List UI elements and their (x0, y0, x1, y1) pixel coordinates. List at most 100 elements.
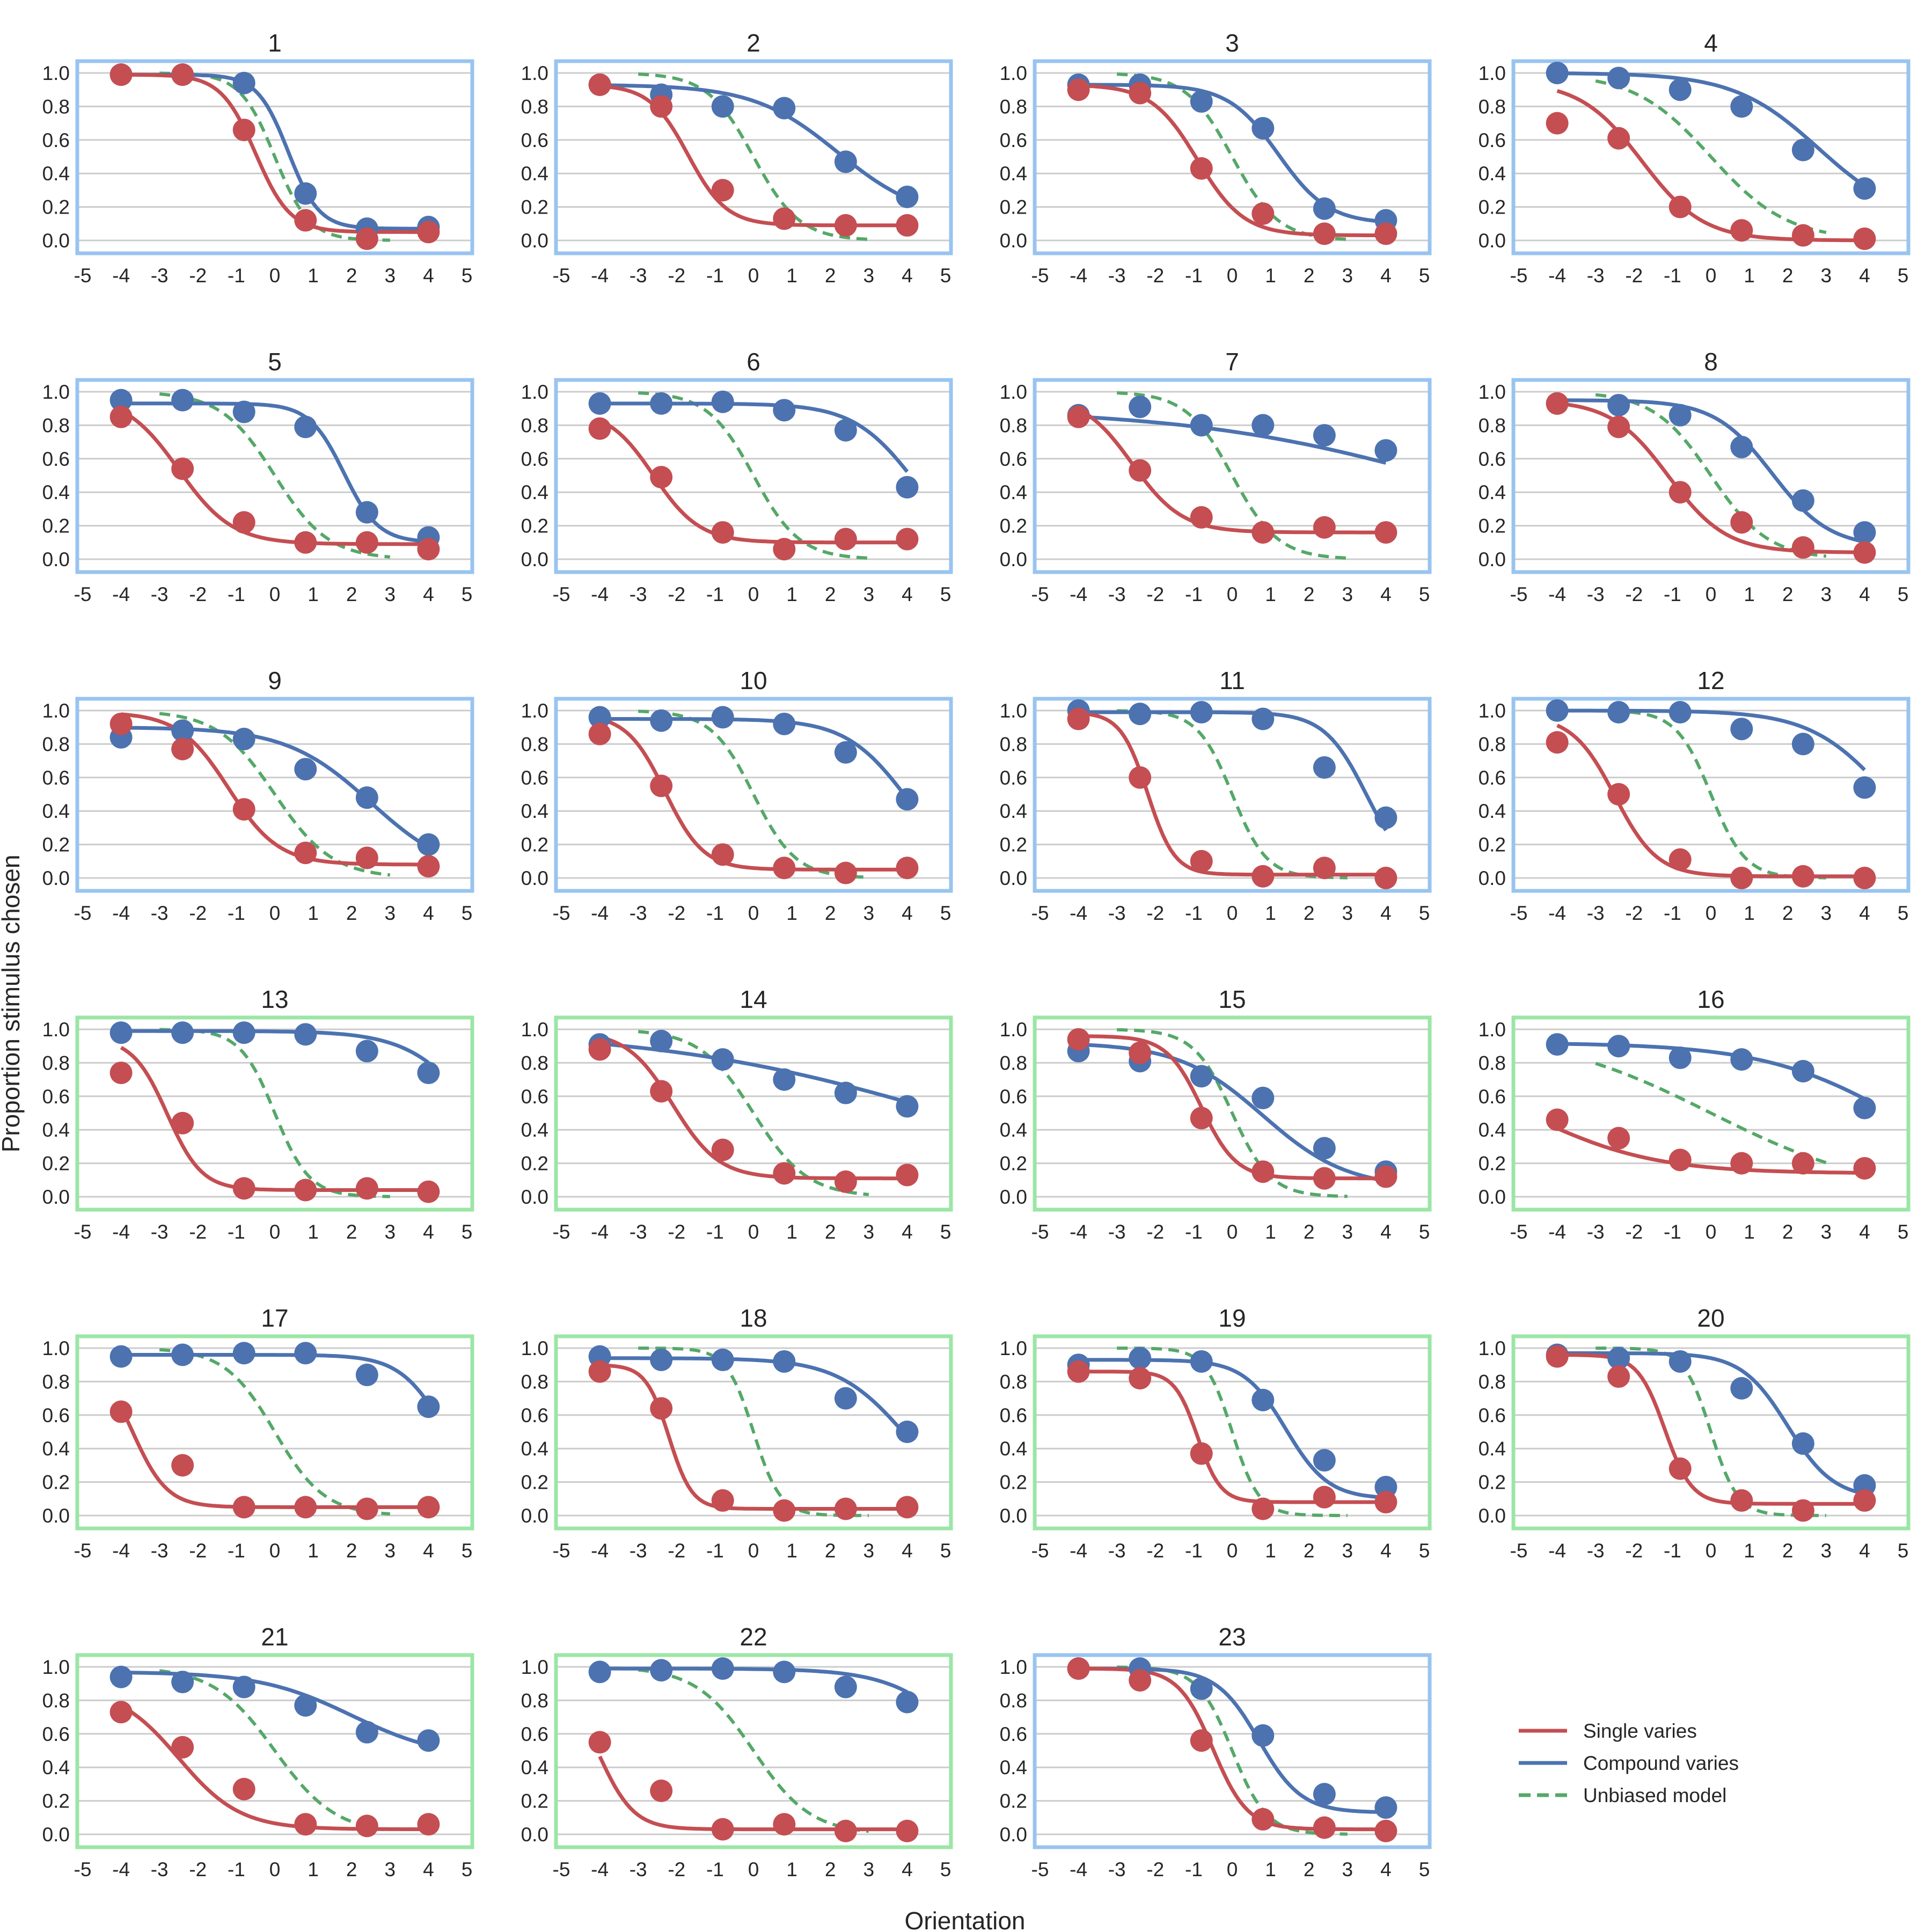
single-varies-fit-line (599, 1035, 908, 1181)
compound-varies-point (1190, 1350, 1213, 1373)
y-tick-label: 1.0 (42, 1019, 70, 1041)
compound-varies-point (1791, 1432, 1814, 1455)
single-varies-point (355, 1177, 378, 1200)
y-tick-label: 1.0 (521, 381, 548, 403)
x-tick-label: -1 (228, 583, 245, 605)
y-tick-label: 0.2 (1000, 1153, 1027, 1175)
single-varies-point (711, 179, 734, 202)
unbiased-model-curve (1117, 1346, 1348, 1517)
x-tick-label: 5 (1898, 902, 1909, 924)
x-tick-label: -5 (553, 1540, 570, 1562)
x-tick-label: 2 (825, 1858, 836, 1880)
x-tick-label: 2 (346, 583, 357, 605)
y-tick-label: 0.4 (521, 163, 548, 185)
compound-varies-point (1668, 1046, 1692, 1070)
compound-varies-point (711, 1048, 734, 1071)
x-tick-label: 1 (1265, 1221, 1276, 1243)
single-varies-point (355, 531, 378, 554)
compound-varies-point (294, 1342, 317, 1365)
x-tick-label: -3 (1108, 902, 1126, 924)
x-tick-label: 5 (1898, 1221, 1909, 1243)
panel-title: 23 (1218, 1623, 1246, 1651)
x-tick-label: 1 (308, 1858, 319, 1880)
compound-varies-fit-line (1557, 1351, 1865, 1496)
x-tick-label: 3 (385, 1858, 396, 1880)
unbiased-model-curve (159, 1348, 390, 1516)
compound-varies-point (773, 1068, 796, 1091)
compound-varies-point (896, 788, 919, 811)
single-varies-point (896, 214, 919, 237)
single-varies-point (896, 1819, 919, 1842)
legend: Single varies Compound varies Unbiased mod… (1519, 1720, 1739, 1806)
compound-varies-point (1791, 733, 1814, 756)
x-tick-label: -5 (1510, 902, 1528, 924)
single-varies-point (1129, 1367, 1152, 1390)
y-tick-label: 1.0 (42, 700, 70, 722)
single-varies-point (588, 73, 611, 96)
y-tick-label: 0.8 (521, 1052, 548, 1074)
panel-frame (1511, 697, 1911, 893)
x-tick-label: -3 (630, 265, 647, 287)
single-varies-point (1374, 867, 1397, 889)
compound-varies-point (711, 1348, 734, 1371)
single-varies-point (834, 861, 857, 884)
single-varies-point (1546, 392, 1569, 415)
compound-varies-point (417, 1395, 440, 1418)
y-tick-label: 0.4 (521, 1119, 548, 1141)
x-tick-label: -4 (1070, 583, 1087, 605)
x-tick-label: 5 (462, 265, 473, 287)
single-varies-point (1607, 1126, 1630, 1150)
unbiased-model-curve (1117, 709, 1348, 880)
y-tick-label: 0.0 (1479, 230, 1506, 252)
legend-label-compound: Compound varies (1583, 1752, 1739, 1774)
compound-varies-fit-line (599, 1356, 909, 1438)
x-tick-label: -2 (1146, 902, 1164, 924)
panel-title: 12 (1697, 667, 1724, 694)
x-tick-label: 5 (940, 902, 952, 924)
single-varies-point (1067, 1360, 1090, 1383)
x-tick-label: -1 (706, 1540, 724, 1562)
y-tick-label: 0.4 (521, 1438, 548, 1460)
x-tick-label: -1 (1664, 902, 1681, 924)
panel-frame (554, 59, 953, 255)
single-varies-fit-line (1556, 1126, 1865, 1175)
compound-varies-point (1668, 701, 1692, 724)
x-tick-label: 5 (1419, 1221, 1430, 1243)
compound-varies-point (773, 1350, 796, 1373)
compound-varies-point (109, 389, 133, 412)
panel-title: 7 (1225, 348, 1239, 376)
single-varies-point (1853, 227, 1876, 250)
single-varies-point (588, 1038, 611, 1061)
y-tick-label: 0.4 (521, 1757, 548, 1779)
single-varies-point (650, 466, 673, 489)
single-varies-point (1853, 541, 1876, 564)
compound-varies-point (109, 1665, 133, 1688)
compound-varies-point (171, 1671, 194, 1694)
panel-3: 3 0.0 0.2 0.4 0.6 0.8 1.0 -5 -4 -3 -2 -1 0 1 2 3 4 5 (1000, 29, 1432, 287)
compound-varies-point (834, 1081, 857, 1104)
compound-varies-point (1853, 1096, 1876, 1119)
single-varies-point (1668, 195, 1692, 218)
y-tick-label: 0.2 (521, 1472, 548, 1494)
x-tick-label: 5 (462, 1221, 473, 1243)
y-axis-label: Proportion stimulus chosen (0, 855, 25, 1153)
x-tick-label: -4 (591, 1540, 609, 1562)
x-tick-label: -3 (1587, 902, 1605, 924)
panel-title: 13 (261, 985, 288, 1013)
x-tick-label: 3 (863, 1540, 875, 1562)
y-tick-label: 0.0 (521, 548, 548, 570)
y-tick-label: 0.2 (42, 1153, 70, 1175)
unbiased-model-curve (638, 1668, 869, 1833)
x-tick-label: -2 (668, 1221, 685, 1243)
compound-varies-point (232, 1021, 255, 1044)
panel-20: 20 0.0 0.2 0.4 0.6 0.8 1.0 -5 -4 -3 -2 -1 0 1 2 3 4 5 (1479, 1304, 1911, 1562)
single-varies-point (1129, 766, 1152, 789)
x-tick-label: -2 (668, 1858, 685, 1880)
x-tick-label: 0 (748, 1540, 759, 1562)
single-varies-point (834, 1819, 857, 1842)
single-varies-point (650, 1397, 673, 1420)
y-tick-label: 0.6 (42, 1404, 70, 1426)
y-tick-label: 0.2 (1479, 1153, 1506, 1175)
x-tick-label: 5 (462, 1858, 473, 1880)
panel-frame (1033, 697, 1432, 893)
